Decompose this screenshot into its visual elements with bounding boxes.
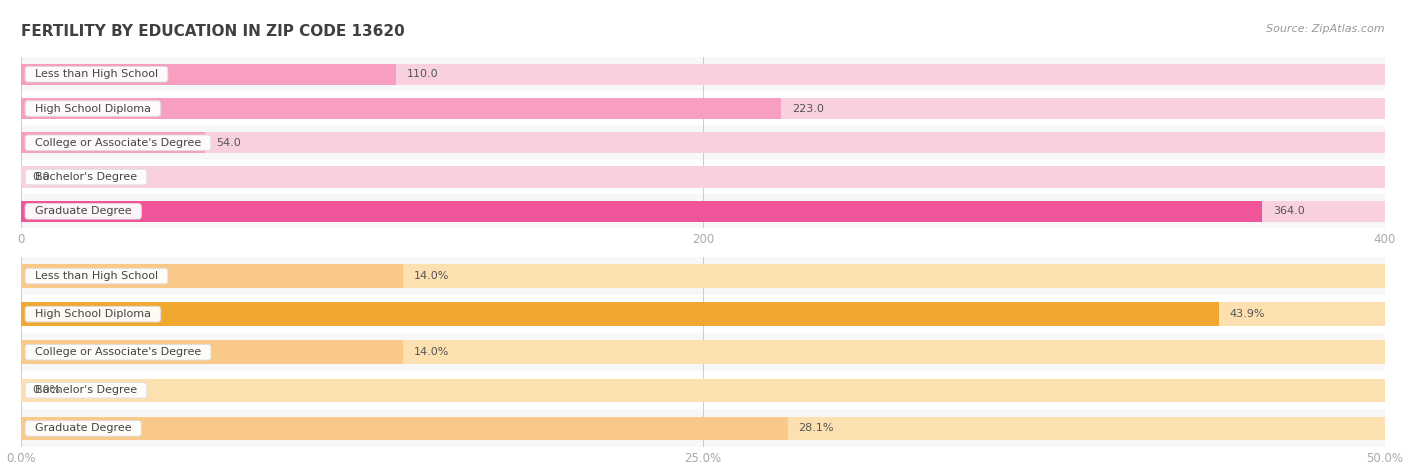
Bar [21,302,1219,326]
Text: 0.0: 0.0 [32,172,49,182]
Bar [21,257,1385,295]
Text: 43.9%: 43.9% [1229,309,1265,319]
Bar [21,371,1385,409]
Bar [21,340,1385,364]
Text: Graduate Degree: Graduate Degree [28,423,139,434]
Bar [21,167,1385,188]
Text: High School Diploma: High School Diploma [28,309,157,319]
Bar [21,416,1385,440]
Bar [21,295,1385,333]
Text: 54.0: 54.0 [217,138,240,148]
Text: Less than High School: Less than High School [28,69,165,79]
Text: College or Associate's Degree: College or Associate's Degree [28,347,208,357]
Bar [21,378,1385,402]
Text: Bachelor's Degree: Bachelor's Degree [28,172,143,182]
Text: 14.0%: 14.0% [413,271,450,281]
Bar [21,132,205,153]
Text: Graduate Degree: Graduate Degree [28,206,139,217]
Bar [21,194,1385,228]
Text: 0.0%: 0.0% [32,385,60,396]
Bar [21,160,1385,194]
Text: 223.0: 223.0 [793,103,824,114]
Text: 28.1%: 28.1% [799,423,834,434]
Bar [21,333,1385,371]
Bar [21,132,1385,153]
Bar [21,264,1385,288]
Bar [21,98,782,119]
Text: Source: ZipAtlas.com: Source: ZipAtlas.com [1267,24,1385,34]
Text: Less than High School: Less than High School [28,271,165,281]
Text: High School Diploma: High School Diploma [28,103,157,114]
Text: 14.0%: 14.0% [413,347,450,357]
Bar [21,64,1385,85]
Text: FERTILITY BY EDUCATION IN ZIP CODE 13620: FERTILITY BY EDUCATION IN ZIP CODE 13620 [21,24,405,39]
Bar [21,416,787,440]
Bar [21,264,404,288]
Bar [21,98,1385,119]
Bar [21,302,1385,326]
Bar [21,201,1385,222]
Text: Bachelor's Degree: Bachelor's Degree [28,385,143,396]
Bar [21,91,1385,126]
Bar [21,126,1385,160]
Bar [21,57,1385,91]
Bar [21,340,404,364]
Text: College or Associate's Degree: College or Associate's Degree [28,138,208,148]
Bar [21,64,396,85]
Bar [21,409,1385,447]
Text: 364.0: 364.0 [1272,206,1305,217]
Bar [21,201,1263,222]
Text: 110.0: 110.0 [408,69,439,79]
